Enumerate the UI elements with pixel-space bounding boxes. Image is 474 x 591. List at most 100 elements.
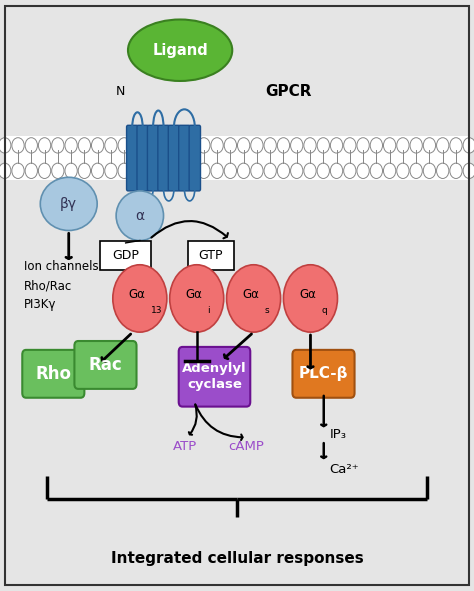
- Text: Rho: Rho: [36, 365, 71, 383]
- FancyBboxPatch shape: [22, 350, 84, 398]
- Circle shape: [450, 163, 462, 178]
- Text: PLC-β: PLC-β: [299, 366, 348, 381]
- Text: Ca²⁺: Ca²⁺: [329, 463, 359, 476]
- Circle shape: [211, 138, 223, 153]
- Circle shape: [317, 163, 329, 178]
- Ellipse shape: [40, 177, 97, 230]
- Circle shape: [437, 163, 449, 178]
- Circle shape: [291, 163, 303, 178]
- Ellipse shape: [116, 191, 164, 241]
- Circle shape: [357, 163, 369, 178]
- FancyBboxPatch shape: [179, 347, 250, 407]
- Circle shape: [65, 163, 77, 178]
- Circle shape: [370, 163, 383, 178]
- Circle shape: [131, 163, 144, 178]
- Circle shape: [317, 138, 329, 153]
- Circle shape: [38, 163, 51, 178]
- Circle shape: [410, 163, 422, 178]
- Circle shape: [224, 163, 237, 178]
- Circle shape: [105, 163, 117, 178]
- Circle shape: [145, 163, 157, 178]
- Circle shape: [237, 138, 250, 153]
- Circle shape: [184, 138, 197, 153]
- Text: IP₃: IP₃: [329, 428, 346, 441]
- Circle shape: [357, 138, 369, 153]
- Circle shape: [224, 138, 237, 153]
- Circle shape: [251, 163, 263, 178]
- Circle shape: [383, 163, 396, 178]
- Circle shape: [304, 163, 316, 178]
- Circle shape: [65, 138, 77, 153]
- Circle shape: [25, 163, 37, 178]
- Text: Integrated cellular responses: Integrated cellular responses: [110, 551, 364, 566]
- Text: cAMP: cAMP: [228, 440, 264, 453]
- Circle shape: [12, 138, 24, 153]
- Text: βγ: βγ: [60, 197, 77, 211]
- Circle shape: [25, 138, 37, 153]
- Text: α: α: [135, 209, 145, 223]
- Circle shape: [450, 138, 462, 153]
- Circle shape: [264, 138, 276, 153]
- Circle shape: [291, 138, 303, 153]
- Text: q: q: [321, 306, 327, 314]
- Text: N: N: [116, 85, 126, 98]
- Text: 13: 13: [151, 306, 162, 314]
- Circle shape: [171, 163, 183, 178]
- Circle shape: [158, 163, 170, 178]
- Circle shape: [423, 163, 436, 178]
- Circle shape: [237, 163, 250, 178]
- Circle shape: [330, 138, 343, 153]
- Circle shape: [171, 138, 183, 153]
- Circle shape: [304, 138, 316, 153]
- Circle shape: [344, 138, 356, 153]
- Text: i: i: [208, 306, 210, 314]
- Circle shape: [264, 163, 276, 178]
- Circle shape: [277, 138, 290, 153]
- Circle shape: [12, 163, 24, 178]
- Circle shape: [105, 138, 117, 153]
- Text: Ion channels
Rho/Rac
PI3Kγ: Ion channels Rho/Rac PI3Kγ: [24, 260, 98, 311]
- Circle shape: [211, 163, 223, 178]
- Circle shape: [0, 138, 11, 153]
- Ellipse shape: [128, 20, 232, 81]
- FancyBboxPatch shape: [100, 241, 151, 270]
- Circle shape: [158, 138, 170, 153]
- Circle shape: [423, 138, 436, 153]
- Circle shape: [38, 138, 51, 153]
- Text: GDP: GDP: [112, 249, 139, 262]
- Circle shape: [397, 163, 409, 178]
- Circle shape: [277, 163, 290, 178]
- FancyBboxPatch shape: [292, 350, 355, 398]
- FancyBboxPatch shape: [179, 125, 190, 191]
- Text: GTP: GTP: [199, 249, 223, 262]
- Circle shape: [410, 138, 422, 153]
- Text: Gα: Gα: [299, 288, 316, 301]
- Circle shape: [91, 163, 104, 178]
- FancyBboxPatch shape: [147, 125, 159, 191]
- Circle shape: [78, 163, 91, 178]
- FancyBboxPatch shape: [137, 125, 148, 191]
- Circle shape: [118, 138, 130, 153]
- Bar: [5, 136, 469, 180]
- Text: Ligand: Ligand: [152, 43, 208, 58]
- Circle shape: [184, 163, 197, 178]
- Circle shape: [52, 138, 64, 153]
- Circle shape: [52, 163, 64, 178]
- Circle shape: [397, 138, 409, 153]
- Circle shape: [437, 138, 449, 153]
- Circle shape: [330, 163, 343, 178]
- Circle shape: [251, 138, 263, 153]
- Text: Rac: Rac: [89, 356, 122, 374]
- Text: s: s: [264, 306, 269, 314]
- Circle shape: [0, 163, 11, 178]
- Circle shape: [463, 163, 474, 178]
- FancyBboxPatch shape: [158, 125, 169, 191]
- Text: GPCR: GPCR: [265, 84, 312, 99]
- Circle shape: [198, 138, 210, 153]
- FancyBboxPatch shape: [189, 125, 201, 191]
- Circle shape: [463, 138, 474, 153]
- Circle shape: [170, 265, 224, 332]
- Text: Gα: Gα: [128, 288, 146, 301]
- FancyBboxPatch shape: [127, 125, 138, 191]
- Circle shape: [91, 138, 104, 153]
